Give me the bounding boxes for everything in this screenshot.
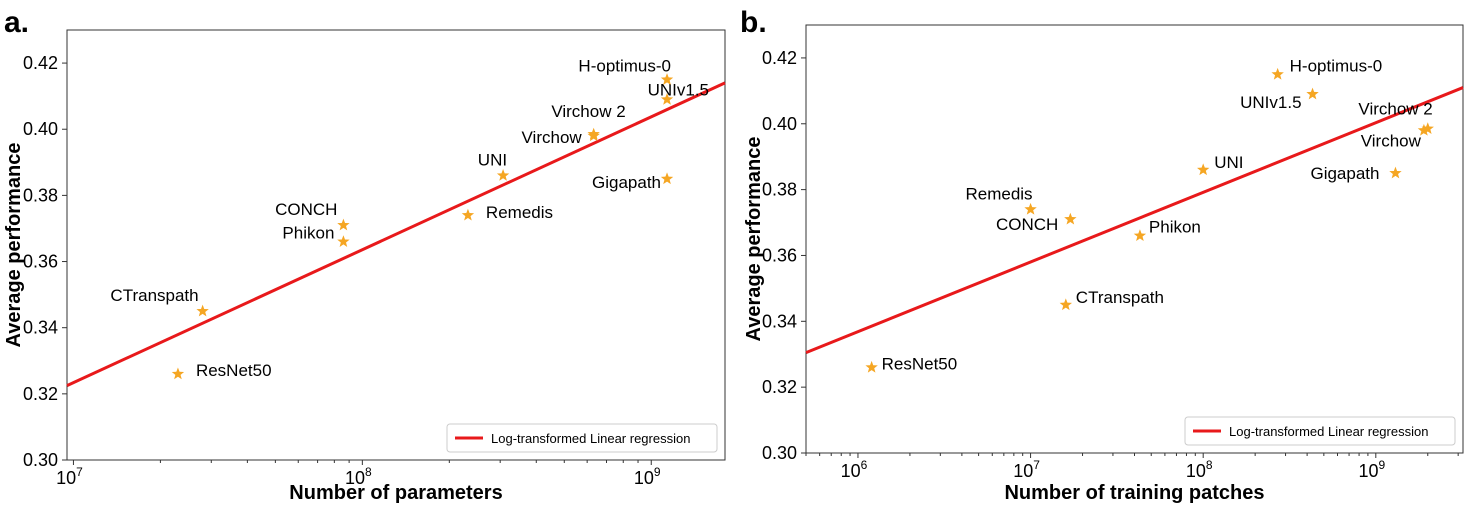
- axes-frame: [66, 29, 726, 461]
- point-remedis: [1024, 202, 1037, 215]
- x-tick-base: 10: [1013, 461, 1033, 481]
- y-tick-label: 0.32: [23, 384, 58, 404]
- point-label-virchow-2: Virchow 2: [1358, 100, 1432, 119]
- legend-box: [1184, 416, 1456, 446]
- x-tick-label: 108: [1186, 458, 1213, 481]
- point-gigapath: [1389, 166, 1402, 179]
- point-label-phikon: Phikon: [282, 224, 334, 243]
- point-label-virchow-2: Virchow 2: [551, 102, 625, 121]
- legend: Log-transformed Linear regression: [446, 423, 718, 453]
- point-uni: [1197, 163, 1210, 176]
- y-tick-label: 0.30: [762, 443, 797, 463]
- x-tick-exponent: 8: [365, 465, 372, 479]
- regression-line: [66, 81, 726, 387]
- legend: Log-transformed Linear regression: [1184, 416, 1456, 446]
- point-label-gigapath: Gigapath: [1310, 164, 1379, 183]
- point-univ1-5: [1306, 87, 1319, 100]
- x-tick-base: 10: [1186, 461, 1206, 481]
- x-tick-exponent: 9: [1378, 458, 1385, 472]
- legend-label: Log-transformed Linear regression: [1229, 424, 1428, 439]
- point-label-conch: CONCH: [996, 215, 1058, 234]
- y-axis-label: Average performance: [743, 137, 765, 342]
- axes-frame: [805, 24, 1464, 454]
- x-tick-exponent: 8: [1206, 458, 1213, 472]
- y-tick-label: 0.34: [23, 318, 58, 338]
- point-univ1-5: [660, 92, 674, 105]
- point-gigapath: [660, 172, 674, 185]
- legend-box: [446, 423, 718, 453]
- point-virchow-2: [587, 127, 600, 140]
- point-label-univ1-5: UNIv1.5: [1240, 93, 1301, 112]
- point-label-resnet50: ResNet50: [882, 354, 958, 373]
- panel-letter: b.: [740, 6, 767, 39]
- point-label-h-optimus-0: H-optimus-0: [1290, 56, 1383, 75]
- x-tick-label: 107: [1013, 458, 1040, 481]
- point-h-optimus-0: [660, 73, 674, 85]
- y-tick-label: 0.38: [762, 180, 797, 200]
- x-tick-base: 10: [841, 461, 861, 481]
- point-phikon: [1133, 229, 1147, 241]
- x-tick-label: 109: [1358, 458, 1385, 481]
- x-tick-base: 10: [56, 468, 76, 488]
- x-tick-exponent: 7: [1033, 458, 1040, 472]
- point-label-univ1-5: UNIv1.5: [648, 80, 709, 99]
- point-ctranspath: [1059, 298, 1072, 311]
- point-label-gigapath: Gigapath: [592, 173, 661, 192]
- x-tick-base: 10: [1358, 461, 1378, 481]
- point-resnet50: [865, 360, 878, 373]
- point-label-conch: CONCH: [275, 200, 337, 219]
- x-axis-label: Number of training patches: [1004, 482, 1264, 504]
- y-tick-label: 0.36: [762, 245, 797, 265]
- x-tick-label: 109: [634, 465, 661, 488]
- x-tick-exponent: 7: [76, 465, 83, 479]
- point-virchow: [1417, 123, 1431, 136]
- regression-line: [805, 86, 1464, 354]
- y-tick-label: 0.30: [23, 450, 58, 470]
- point-label-resnet50: ResNet50: [196, 361, 272, 380]
- point-label-remedis: Remedis: [965, 184, 1032, 203]
- point-uni: [496, 169, 510, 181]
- y-tick-label: 0.32: [762, 377, 797, 397]
- point-label-remedis: Remedis: [486, 203, 553, 222]
- x-tick-base: 10: [634, 468, 654, 488]
- panel-letter: a.: [4, 6, 29, 39]
- point-label-ctranspath: CTranspath: [110, 286, 198, 305]
- x-tick-base: 10: [345, 468, 365, 488]
- x-tick-exponent: 9: [654, 465, 661, 479]
- point-conch: [337, 218, 350, 231]
- point-label-phikon: Phikon: [1149, 218, 1201, 237]
- point-label-virchow: Virchow: [1361, 131, 1422, 150]
- point-resnet50: [171, 367, 185, 380]
- y-tick-label: 0.40: [23, 119, 58, 139]
- x-tick-label: 106: [841, 458, 868, 481]
- point-label-ctranspath: CTranspath: [1076, 288, 1164, 307]
- y-tick-label: 0.34: [762, 311, 797, 331]
- y-tick-label: 0.40: [762, 114, 797, 134]
- y-axis-label: Average performance: [3, 143, 25, 348]
- point-label-uni: UNI: [478, 151, 507, 170]
- y-tick-label: 0.38: [23, 185, 58, 205]
- point-conch: [1064, 212, 1077, 225]
- legend-label: Log-transformed Linear regression: [491, 431, 690, 446]
- point-virchow-2: [1421, 122, 1434, 134]
- x-tick-exponent: 6: [861, 458, 868, 472]
- point-h-optimus-0: [1271, 67, 1284, 80]
- point-remedis: [461, 208, 475, 221]
- point-label-uni: UNI: [1214, 153, 1243, 172]
- point-phikon: [337, 235, 350, 247]
- y-tick-label: 0.42: [762, 48, 797, 68]
- y-tick-label: 0.36: [23, 252, 58, 272]
- point-label-virchow: Virchow: [522, 128, 583, 147]
- x-axis-label: Number of parameters: [289, 482, 502, 504]
- y-tick-label: 0.42: [23, 53, 58, 73]
- point-ctranspath: [196, 304, 209, 317]
- x-tick-label: 108: [345, 465, 372, 488]
- x-tick-label: 107: [56, 465, 83, 488]
- point-label-h-optimus-0: H-optimus-0: [578, 57, 671, 76]
